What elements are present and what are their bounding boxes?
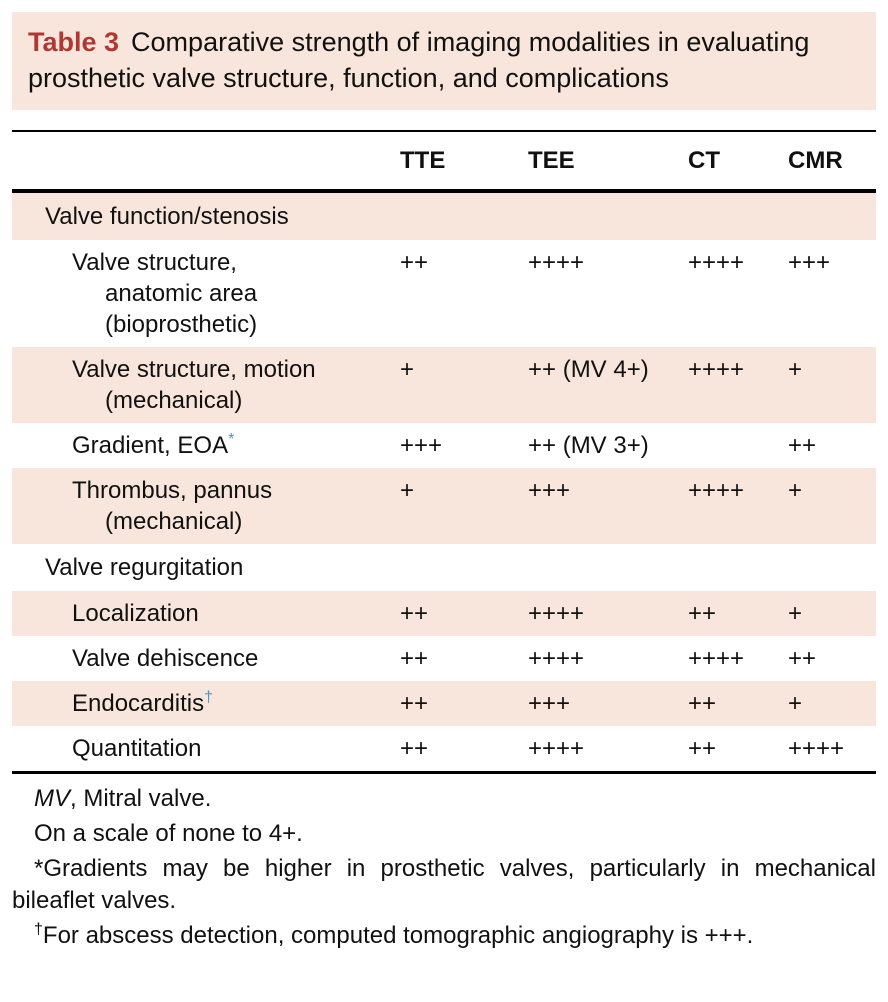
value-ct: ++ — [688, 600, 717, 627]
row-label: Endocarditis† — [72, 689, 213, 718]
value-tte: ++ — [400, 735, 429, 762]
header-col-cmr: CMR — [788, 147, 843, 174]
value-tte: + — [400, 477, 415, 504]
value-cmr: +++ — [788, 249, 831, 276]
value-tte: ++ — [400, 600, 429, 627]
value-cmr: + — [788, 356, 803, 383]
dagger-symbol: † — [34, 921, 43, 938]
row-label: Thrombus, pannus (mechanical) — [72, 477, 273, 535]
value-cmr: ++ — [788, 645, 817, 672]
table-row-valve-structure-bioprosthetic: Valve structure, anatomic area (bioprost… — [12, 240, 876, 347]
value-tte: ++ — [400, 690, 429, 717]
dagger-marker: † — [204, 689, 213, 706]
section-row-valve-function: Valve function/stenosis — [12, 193, 876, 240]
row-label: Localization — [72, 600, 199, 627]
value-ct: ++++ — [688, 645, 745, 672]
row-label: Gradient, EOA* — [72, 431, 235, 460]
section-label: Valve function/stenosis — [45, 203, 289, 230]
row-label: Valve structure, anatomic area (bioprost… — [72, 249, 258, 338]
table-row-thrombus-pannus: Thrombus, pannus (mechanical) + +++ ++++… — [12, 468, 876, 544]
value-cmr: + — [788, 690, 803, 717]
row-label: Valve structure, motion (mechanical) — [72, 356, 316, 414]
value-ct: ++++ — [688, 477, 745, 504]
value-tee: +++ — [528, 690, 571, 717]
asterisk-marker: * — [228, 431, 235, 448]
footnote-asterisk: *Gradients may be higher in prosthetic v… — [12, 855, 876, 914]
table-row-valve-dehiscence: Valve dehiscence ++ ++++ ++++ ++ — [12, 636, 876, 681]
table-title-text: Comparative strength of imaging modaliti… — [28, 27, 810, 93]
value-tte: +++ — [400, 432, 443, 459]
value-cmr: + — [788, 477, 803, 504]
value-tee: ++++ — [528, 735, 585, 762]
row-label: Valve dehiscence — [72, 645, 259, 672]
row-label: Quantitation — [72, 735, 202, 762]
table-row-endocarditis: Endocarditis† ++ +++ ++ + — [12, 681, 876, 726]
value-tte: ++ — [400, 645, 429, 672]
table-row-gradient-eoa: Gradient, EOA* +++ ++ (MV 3+) ++ — [12, 423, 876, 468]
table-caption: Table 3 Comparative strength of imaging m… — [12, 12, 876, 110]
header-col-tee: TEE — [528, 147, 575, 174]
table-header-row: TTE TEE CT CMR — [12, 130, 876, 193]
table-footnotes: MV, Mitral valve. On a scale of none to … — [12, 771, 876, 952]
table-figure: Table 3 Comparative strength of imaging m… — [12, 12, 876, 952]
value-tee: ++++ — [528, 600, 585, 627]
section-label: Valve regurgitation — [45, 554, 244, 581]
table-row-localization: Localization ++ ++++ ++ + — [12, 591, 876, 636]
footnote-dagger: †For abscess detection, computed tomogra… — [12, 920, 876, 952]
value-cmr: + — [788, 600, 803, 627]
value-ct: ++ — [688, 690, 717, 717]
value-tee: ++++ — [528, 249, 585, 276]
header-col-tte: TTE — [400, 147, 446, 174]
table-row-quantitation: Quantitation ++ ++++ ++ ++++ — [12, 726, 876, 771]
footnote-abbreviation: MV, Mitral valve. — [12, 783, 876, 815]
header-col-ct: CT — [688, 147, 720, 174]
value-cmr: ++++ — [788, 735, 845, 762]
value-tee: ++ (MV 3+) — [528, 432, 649, 459]
value-ct — [688, 430, 788, 431]
value-tee: ++ (MV 4+) — [528, 356, 649, 383]
abbrev-definition: , Mitral valve. — [70, 785, 212, 812]
value-tte: ++ — [400, 249, 429, 276]
table-row-valve-structure-mechanical: Valve structure, motion (mechanical) + +… — [12, 347, 876, 423]
table-number: Table 3 — [28, 27, 120, 57]
value-tte: + — [400, 356, 415, 383]
footnote-scale: On a scale of none to 4+. — [34, 820, 303, 847]
value-ct: ++++ — [688, 249, 745, 276]
value-cmr: ++ — [788, 432, 817, 459]
section-row-valve-regurgitation: Valve regurgitation — [12, 544, 876, 591]
dagger-text: For abscess detection, computed tomograp… — [42, 922, 754, 949]
abbrev-term: MV — [34, 785, 70, 812]
value-ct: ++ — [688, 735, 717, 762]
value-tee: +++ — [528, 477, 571, 504]
value-tee: ++++ — [528, 645, 585, 672]
value-ct: ++++ — [688, 356, 745, 383]
header-empty-cell — [12, 145, 400, 146]
